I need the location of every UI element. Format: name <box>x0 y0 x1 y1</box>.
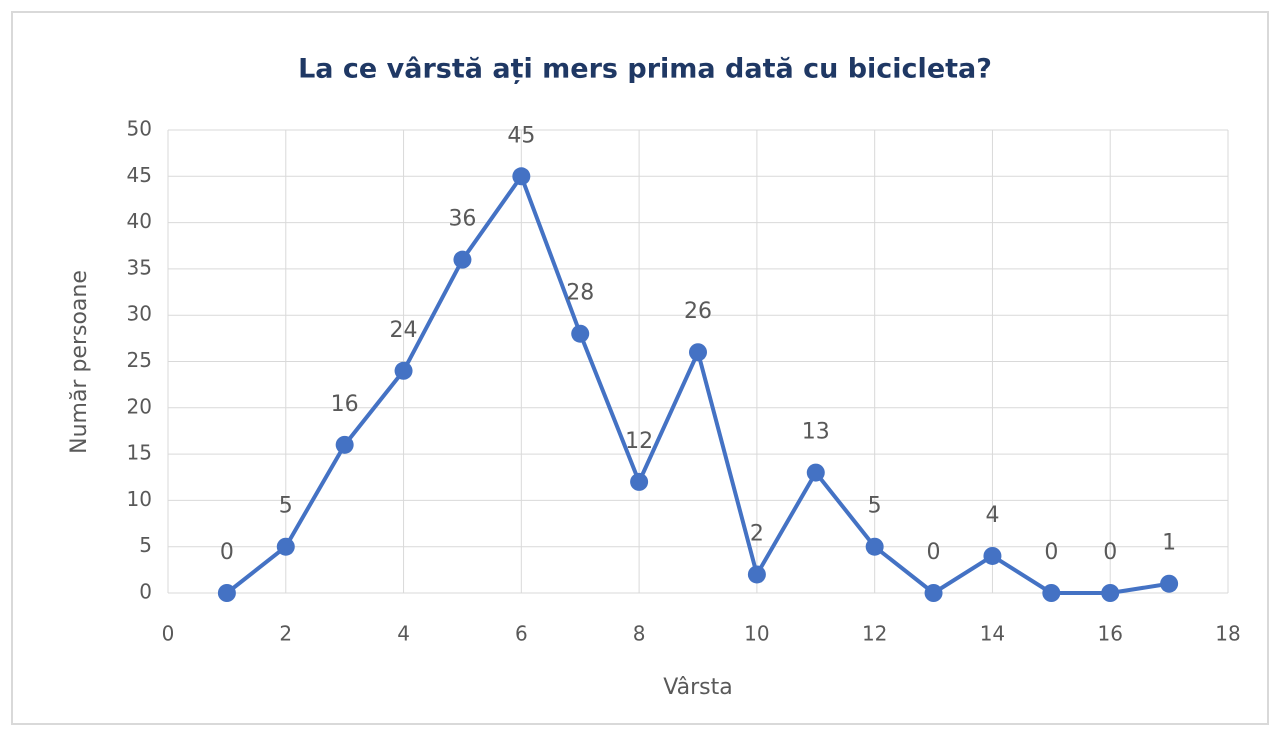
x-tick-label: 2 <box>279 622 292 646</box>
y-tick-label: 15 <box>127 441 152 465</box>
data-point <box>512 167 531 186</box>
data-point <box>571 324 590 343</box>
x-tick-label: 16 <box>1097 622 1122 646</box>
data-label: 0 <box>1044 540 1058 565</box>
data-point <box>865 537 884 556</box>
y-tick-label: 40 <box>127 209 152 233</box>
data-point <box>747 565 766 584</box>
data-label: 5 <box>868 494 882 519</box>
y-tick-label: 35 <box>127 255 152 279</box>
data-point <box>217 584 236 602</box>
data-label: 45 <box>507 123 535 148</box>
data-label: 4 <box>985 503 999 528</box>
data-point <box>1160 574 1179 593</box>
x-tick-label: 8 <box>633 622 646 646</box>
data-label: 26 <box>684 299 712 324</box>
data-label: 24 <box>390 318 418 343</box>
data-label: 28 <box>566 281 594 306</box>
y-tick-label: 20 <box>127 394 152 418</box>
data-label: 13 <box>802 420 830 445</box>
data-point <box>453 250 472 269</box>
data-label: 2 <box>750 521 764 546</box>
data-label: 1 <box>1162 531 1176 556</box>
data-label: 0 <box>1103 540 1117 565</box>
data-point <box>689 343 707 362</box>
x-axis-title: Vârsta <box>663 675 732 700</box>
x-tick-label: 6 <box>515 622 528 646</box>
x-tick-label: 14 <box>980 622 1005 646</box>
y-tick-label: 25 <box>127 348 152 372</box>
y-tick-label: 10 <box>127 487 152 511</box>
data-label: 12 <box>625 429 653 454</box>
data-point <box>1042 584 1061 602</box>
y-tick-label: 5 <box>139 533 152 557</box>
y-tick-label: 45 <box>127 163 152 187</box>
y-tick-label: 50 <box>127 117 152 141</box>
y-axis-title: Număr persoane <box>67 270 92 454</box>
data-label: 36 <box>448 207 476 232</box>
x-tick-label: 0 <box>162 622 175 646</box>
data-point <box>1101 584 1120 602</box>
chart-frame <box>11 11 1269 725</box>
data-point <box>924 584 943 602</box>
data-point <box>335 435 354 454</box>
x-tick-label: 18 <box>1215 622 1240 646</box>
data-label: 0 <box>927 540 941 565</box>
data-label: 16 <box>331 392 359 417</box>
data-point <box>983 546 1002 565</box>
x-tick-label: 4 <box>397 622 410 646</box>
y-tick-label: 30 <box>127 302 152 326</box>
data-point <box>276 537 295 556</box>
x-tick-label: 10 <box>744 622 769 646</box>
data-label: 0 <box>220 540 234 565</box>
x-tick-label: 12 <box>862 622 887 646</box>
data-label: 5 <box>279 494 293 519</box>
y-tick-label: 0 <box>139 580 152 604</box>
chart-title: La ce vârstă ați mers prima dată cu bici… <box>298 54 992 85</box>
data-point <box>394 361 413 380</box>
data-point <box>806 463 825 482</box>
data-point <box>630 472 649 491</box>
